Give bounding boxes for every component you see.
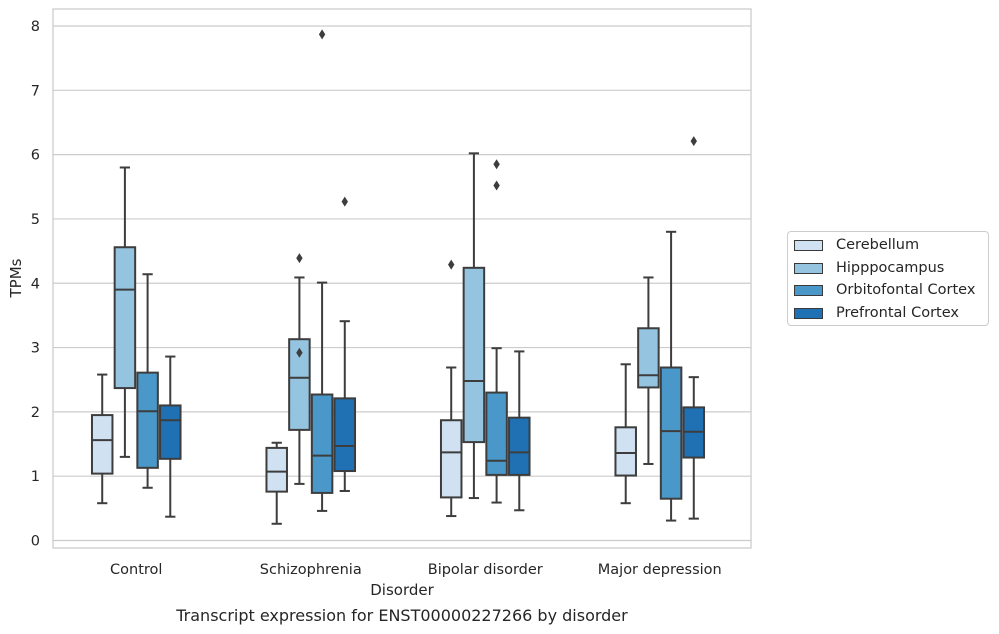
outlier-point-1 (493, 159, 500, 170)
box-hipppocampus-major-depression (637, 276, 660, 465)
box-iqr (90, 414, 114, 475)
box-cerebellum-major-depression (614, 363, 637, 505)
box-orbitofontal-cortex-major-depression (659, 230, 683, 522)
y-tick-label-6: 6 (31, 148, 40, 164)
outlier-point-0 (318, 29, 326, 40)
outlier-point-0 (493, 180, 500, 191)
y-tick-label-1: 1 (31, 469, 40, 485)
legend-item-cerebellum: Cerebellum (794, 235, 919, 255)
box-prefrontal-cortex-schizophrenia (333, 196, 357, 492)
box-iqr (113, 246, 137, 390)
legend-swatch-orbitofrontal-cortex (794, 284, 823, 296)
box-orbitofontal-cortex-schizophrenia (310, 29, 334, 512)
figure-caption: Transcript expression for ENST0000022726… (176, 606, 628, 625)
box-hipppocampus-control (113, 166, 137, 458)
box-iqr (136, 371, 159, 469)
box-iqr (310, 393, 334, 494)
box-cerebellum-schizophrenia (265, 441, 288, 525)
legend-item-hippocampus: Hipppocampus (794, 258, 944, 278)
x-axis-label: Disorder (370, 581, 434, 599)
legend-swatch-cerebellum (794, 239, 823, 251)
x-tick-label-bipolar-disorder: Bipolar disorder (428, 562, 543, 578)
box-orbitofontal-cortex-bipolar-disorder (485, 159, 508, 504)
legend-swatch-prefrontal-cortex (794, 307, 823, 319)
box-iqr (659, 366, 683, 500)
box-hipppocampus-bipolar-disorder (462, 152, 486, 500)
box-iqr (288, 338, 311, 431)
box-iqr (159, 404, 182, 460)
legend: Cerebellum Hipppocampus Orbitofontal Cor… (787, 231, 989, 326)
x-tick-label-major-depression: Major depression (598, 562, 722, 578)
x-tick-label-schizophrenia: Schizophrenia (260, 562, 362, 578)
y-tick-label-3: 3 (31, 341, 40, 357)
box-iqr (265, 446, 288, 493)
y-tick-label-8: 8 (31, 19, 40, 35)
y-tick-labels: 0 1 2 3 4 5 6 7 8 (31, 19, 40, 550)
box-cerebellum-control (90, 373, 114, 505)
legend-item-prefrontal-cortex: Prefrontal Cortex (794, 303, 959, 323)
box-hipppocampus-schizophrenia (288, 253, 311, 485)
box-iqr (462, 266, 486, 444)
legend-swatch-hippocampus (794, 262, 823, 274)
y-axis-label: TPMs (7, 258, 25, 298)
box-iqr (508, 416, 531, 476)
box-series (90, 29, 706, 525)
outlier-point-0 (690, 136, 697, 147)
y-tick-label-2: 2 (31, 405, 40, 421)
x-tick-label-control: Control (110, 562, 162, 578)
legend-item-orbitofrontal-cortex: Orbitofontal Cortex (794, 280, 975, 300)
y-tick-label-4: 4 (31, 276, 40, 292)
x-tick-labels: Control Schizophrenia Bipolar disorder Majo… (110, 562, 722, 578)
plot-frame (52, 8, 752, 549)
y-tick-label-0: 0 (31, 534, 40, 550)
box-iqr (439, 419, 463, 499)
box-prefrontal-cortex-control (159, 355, 182, 518)
box-iqr (614, 426, 637, 477)
box-orbitofontal-cortex-control (136, 273, 159, 489)
legend-label-orbitofrontal-cortex: Orbitofontal Cortex (836, 282, 976, 298)
outlier-point-0 (296, 347, 303, 358)
legend-label-cerebellum: Cerebellum (836, 237, 920, 253)
y-tick-label-5: 5 (31, 212, 40, 228)
box-iqr (485, 391, 508, 476)
outlier-point-0 (341, 196, 348, 207)
box-iqr (333, 397, 357, 473)
outlier-point-1 (296, 253, 303, 264)
box-prefrontal-cortex-bipolar-disorder (508, 350, 531, 512)
box-iqr (637, 327, 660, 389)
box-prefrontal-cortex-major-depression (682, 136, 706, 520)
y-tick-label-7: 7 (31, 83, 40, 99)
box-cerebellum-bipolar-disorder (439, 259, 463, 518)
legend-label-prefrontal-cortex: Prefrontal Cortex (836, 305, 959, 321)
legend-label-hippocampus: Hipppocampus (836, 260, 945, 276)
outlier-point-0 (448, 259, 455, 270)
